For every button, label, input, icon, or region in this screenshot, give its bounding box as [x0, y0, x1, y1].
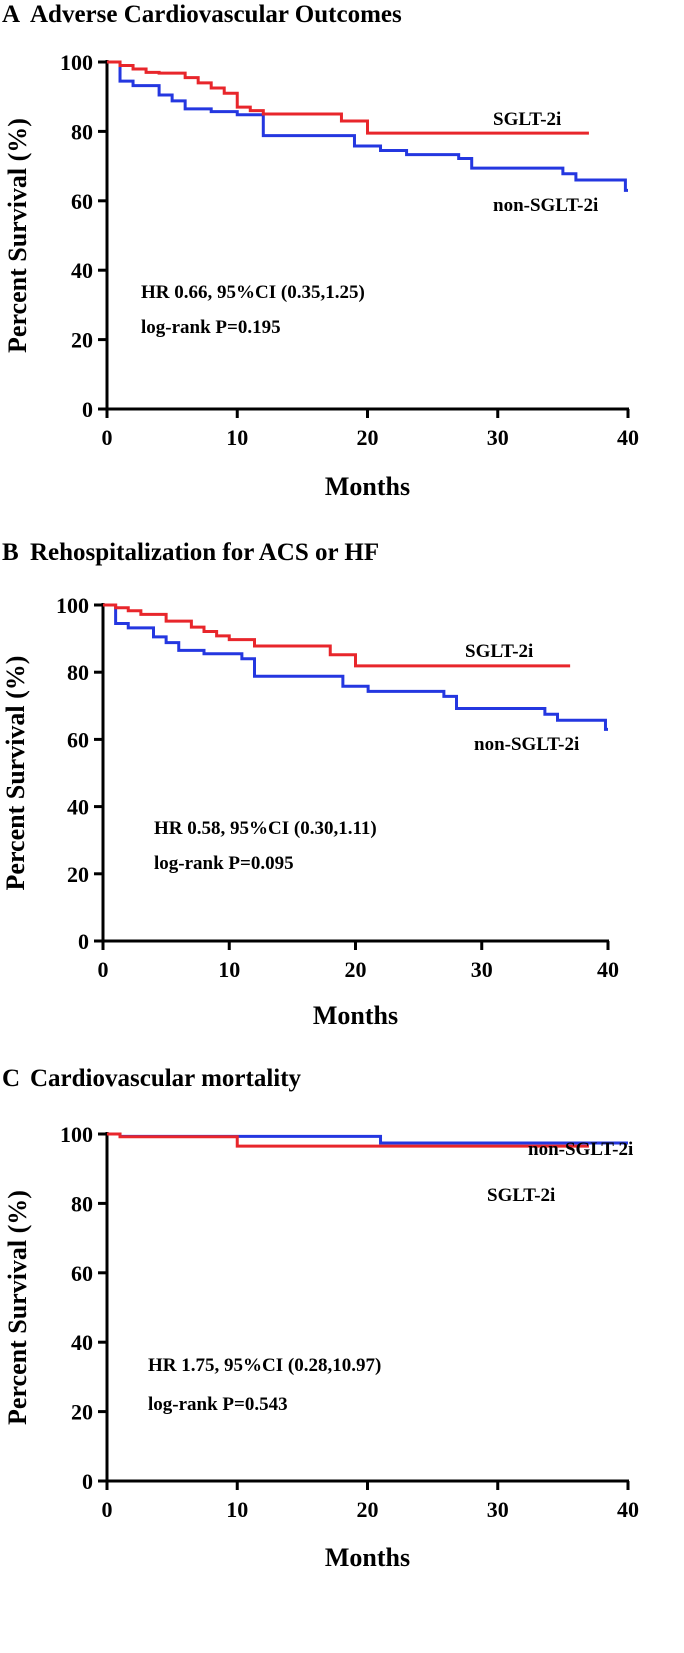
- non-sglt2i-survival-curve: [103, 603, 608, 731]
- x-axis-label: Months: [325, 1543, 410, 1572]
- x-tick-label: 40: [617, 1497, 639, 1522]
- panel-a: A Adverse Cardiovascular Outcomes 0 20 40 60 8…: [2, 1, 639, 501]
- x-tick-label: 0: [98, 957, 109, 982]
- x-tick-label: 0: [102, 1497, 113, 1522]
- hazard-ratio-annotation: HR 1.75, 95%CI (0.28,10.97): [148, 1355, 381, 1376]
- y-tick-label: 80: [67, 660, 89, 685]
- panel-letter: B: [2, 539, 19, 566]
- y-tick-label: 0: [82, 1469, 93, 1494]
- y-tick-label: 0: [82, 397, 93, 422]
- panel-b: B Rehospitalization for ACS or HF 0 20 40 60 8…: [1, 539, 619, 1030]
- x-tick-label: 20: [357, 425, 379, 450]
- sglt2i-survival-curve: [107, 1132, 589, 1148]
- non-sglt2i-series-label: non-SGLT-2i: [493, 195, 598, 216]
- panel-title: Rehospitalization for ACS or HF: [30, 539, 379, 566]
- x-tick-label: 0: [102, 425, 113, 450]
- y-tick-label: 80: [71, 1191, 93, 1216]
- sglt2i-series-label: SGLT-2i: [493, 109, 561, 130]
- y-tick-label: 60: [67, 727, 89, 752]
- y-tick-label: 20: [71, 328, 93, 353]
- non-sglt2i-series-label: non-SGLT-2i: [474, 734, 579, 755]
- non-sglt2i-survival-curve: [107, 60, 628, 192]
- y-tick-label: 60: [71, 189, 93, 214]
- sglt2i-series-label: SGLT-2i: [465, 641, 533, 662]
- log-rank-annotation: log-rank P=0.543: [148, 1394, 288, 1415]
- y-tick-label: 20: [71, 1400, 93, 1425]
- panel-letter: C: [2, 1065, 20, 1092]
- panel-c: C Cardiovascular mortality 0 20 40 60 80 100 0 10…: [2, 1065, 639, 1572]
- log-rank-annotation: log-rank P=0.095: [154, 853, 294, 874]
- hazard-ratio-annotation: HR 0.66, 95%CI (0.35,1.25): [141, 282, 365, 303]
- y-tick-label: 40: [71, 258, 93, 283]
- x-tick-label: 30: [471, 957, 493, 982]
- y-tick-label: 40: [67, 795, 89, 820]
- x-tick-label: 40: [617, 425, 639, 450]
- y-tick-label: 100: [60, 1122, 93, 1147]
- y-axis-label: Percent Survival (%): [3, 1190, 32, 1425]
- x-tick-label: 30: [487, 1497, 509, 1522]
- y-tick-label: 60: [71, 1261, 93, 1286]
- x-tick-label: 10: [218, 957, 240, 982]
- log-rank-annotation: log-rank P=0.195: [141, 317, 281, 338]
- x-axis-label: Months: [313, 1001, 398, 1030]
- sglt2i-survival-curve: [103, 603, 571, 668]
- x-tick-label: 10: [226, 425, 248, 450]
- x-tick-label: 30: [487, 425, 509, 450]
- y-tick-label: 100: [56, 593, 89, 618]
- x-tick-label: 20: [345, 957, 367, 982]
- y-axis-label: Percent Survival (%): [3, 118, 32, 353]
- panel-title: Cardiovascular mortality: [30, 1065, 302, 1092]
- sglt2i-survival-curve: [107, 60, 589, 135]
- x-tick-label: 20: [357, 1497, 379, 1522]
- y-tick-label: 80: [71, 119, 93, 144]
- y-tick-label: 0: [78, 929, 89, 954]
- x-tick-label: 10: [226, 1497, 248, 1522]
- x-tick-label: 40: [597, 957, 619, 982]
- hazard-ratio-annotation: HR 0.58, 95%CI (0.30,1.11): [154, 818, 377, 839]
- panel-letter: A: [2, 1, 20, 28]
- y-tick-label: 40: [71, 1330, 93, 1355]
- panel-title: Adverse Cardiovascular Outcomes: [30, 1, 402, 28]
- y-tick-label: 20: [67, 862, 89, 887]
- non-sglt2i-series-label: non-SGLT-2i: [528, 1139, 633, 1160]
- y-axis-label: Percent Survival (%): [1, 656, 30, 891]
- y-tick-label: 100: [60, 50, 93, 75]
- sglt2i-series-label: SGLT-2i: [487, 1185, 555, 1206]
- x-axis-label: Months: [325, 472, 410, 501]
